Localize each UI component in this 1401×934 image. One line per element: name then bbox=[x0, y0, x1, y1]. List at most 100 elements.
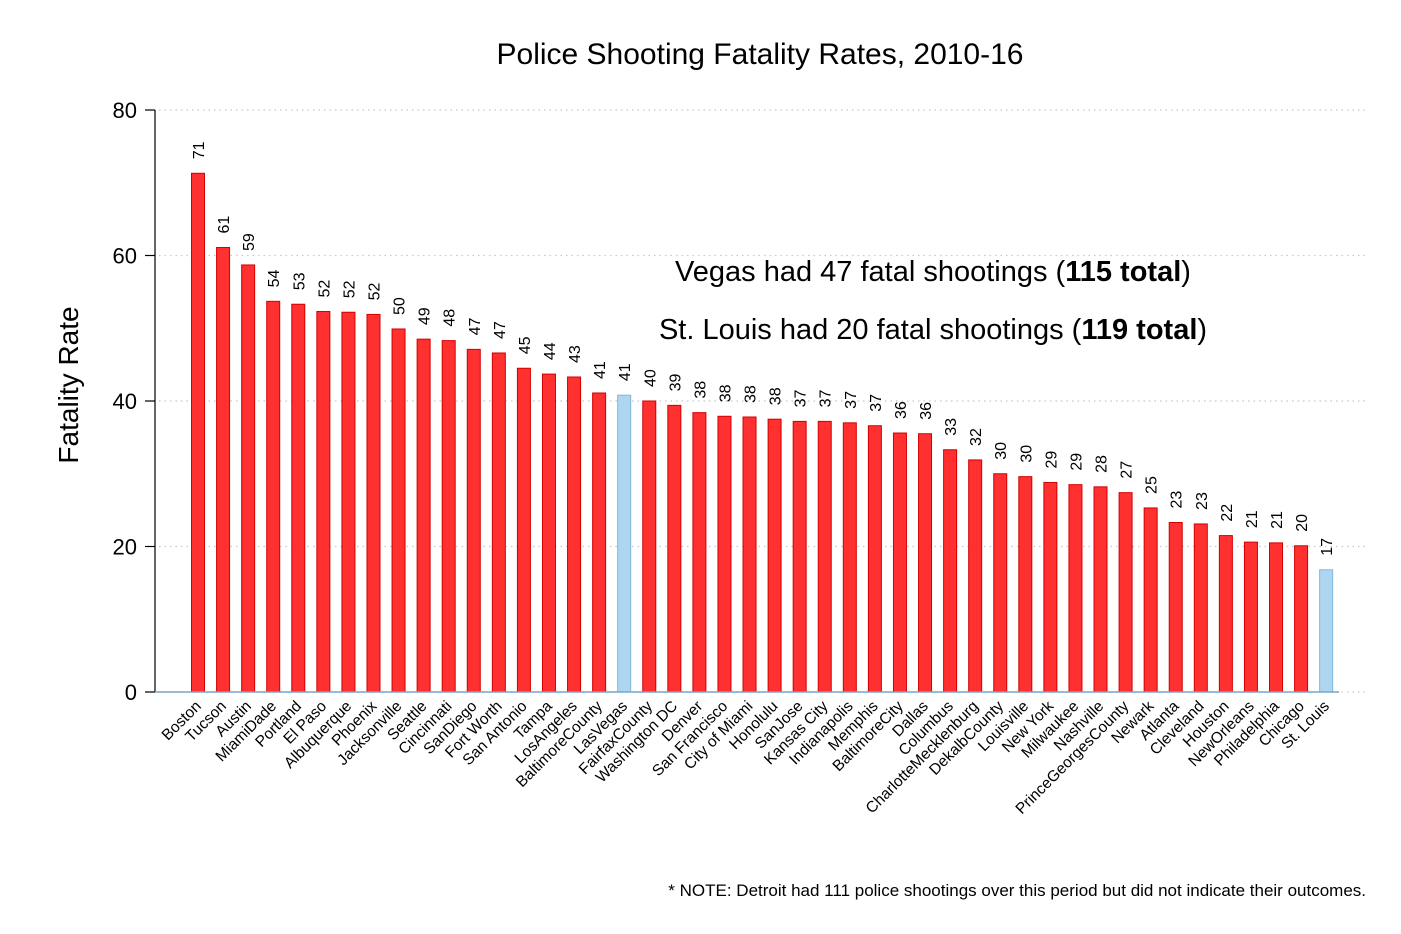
data-label: 33 bbox=[943, 418, 960, 436]
data-label: 22 bbox=[1219, 504, 1236, 522]
bar bbox=[1193, 523, 1208, 693]
data-label: 43 bbox=[567, 345, 584, 363]
bar bbox=[516, 367, 531, 693]
data-label: 41 bbox=[592, 361, 609, 379]
bar bbox=[391, 328, 406, 693]
bar bbox=[241, 264, 256, 693]
data-label: 25 bbox=[1144, 476, 1161, 494]
data-label: 20 bbox=[1294, 514, 1311, 532]
data-label: 37 bbox=[868, 394, 885, 412]
bar bbox=[993, 473, 1008, 693]
y-axis: 0 20 40 60 80 bbox=[113, 98, 156, 705]
data-label: 23 bbox=[1194, 492, 1211, 510]
bar bbox=[541, 373, 556, 693]
bar bbox=[692, 412, 707, 693]
data-label: 30 bbox=[1018, 445, 1035, 463]
data-label: 50 bbox=[392, 297, 409, 315]
bars bbox=[191, 172, 1334, 693]
data-label: 21 bbox=[1269, 511, 1286, 529]
bar bbox=[1218, 535, 1233, 693]
data-label: 37 bbox=[843, 391, 860, 409]
bar bbox=[817, 420, 832, 693]
bar bbox=[491, 352, 506, 693]
bar bbox=[316, 311, 331, 693]
bar bbox=[742, 416, 757, 693]
data-label: 48 bbox=[442, 309, 459, 327]
bar bbox=[216, 246, 231, 693]
data-label: 17 bbox=[1319, 538, 1336, 556]
bar bbox=[892, 432, 907, 693]
data-label: 29 bbox=[1043, 451, 1060, 469]
bar bbox=[1118, 492, 1133, 693]
bar bbox=[1018, 476, 1033, 693]
data-label: 23 bbox=[1169, 491, 1186, 509]
bar bbox=[867, 425, 882, 693]
bar bbox=[567, 376, 582, 693]
data-label: 30 bbox=[993, 442, 1010, 460]
bar bbox=[1168, 521, 1183, 693]
data-label: 44 bbox=[542, 342, 559, 360]
bar bbox=[441, 340, 456, 693]
data-label: 38 bbox=[743, 385, 760, 403]
data-label: 32 bbox=[968, 428, 985, 446]
data-label: 53 bbox=[291, 272, 308, 290]
bar bbox=[266, 300, 281, 693]
bar bbox=[592, 392, 607, 693]
bar bbox=[291, 303, 306, 693]
annotation-vegas: Vegas had 47 fatal shootings (115 total) bbox=[675, 256, 1191, 288]
gridlines bbox=[159, 109, 1368, 693]
data-label: 21 bbox=[1244, 510, 1261, 528]
data-label: 71 bbox=[191, 141, 208, 159]
bar bbox=[842, 422, 857, 693]
y-tick-label: 20 bbox=[113, 535, 137, 560]
bar bbox=[767, 418, 782, 693]
data-label: 47 bbox=[492, 321, 509, 339]
bar bbox=[1269, 542, 1284, 693]
y-tick-label: 60 bbox=[113, 244, 137, 269]
data-label: 37 bbox=[793, 389, 810, 407]
bar bbox=[466, 348, 481, 693]
data-label: 36 bbox=[893, 401, 910, 419]
data-label: 28 bbox=[1094, 455, 1111, 473]
bar bbox=[792, 420, 807, 693]
bar bbox=[191, 172, 205, 693]
data-label: 59 bbox=[241, 233, 258, 251]
data-label: 61 bbox=[216, 216, 233, 234]
data-label: 52 bbox=[341, 280, 358, 298]
data-label: 49 bbox=[417, 307, 434, 325]
bar bbox=[717, 415, 732, 693]
bar bbox=[1043, 481, 1058, 693]
data-label: 36 bbox=[918, 402, 935, 420]
chart-title: Police Shooting Fatality Rates, 2010-16 bbox=[497, 38, 1024, 71]
bar bbox=[1068, 484, 1083, 693]
bar bbox=[341, 311, 356, 693]
data-label: 40 bbox=[642, 369, 659, 387]
bar bbox=[642, 400, 657, 693]
bar bbox=[943, 449, 958, 693]
data-labels: 71 61 59 54 53 52 52 52 50 49 48 47 47 45 44 43 41 41 40 39… bbox=[191, 141, 1336, 555]
data-label: 39 bbox=[667, 373, 684, 391]
bar bbox=[1319, 569, 1334, 693]
data-label: 41 bbox=[617, 363, 634, 381]
data-label: 54 bbox=[266, 269, 283, 287]
data-label: 38 bbox=[692, 381, 709, 399]
data-label: 37 bbox=[818, 389, 835, 407]
bar bbox=[366, 313, 381, 693]
data-label: 29 bbox=[1068, 453, 1085, 471]
bar bbox=[617, 394, 632, 693]
bar bbox=[918, 433, 933, 693]
data-label: 27 bbox=[1119, 461, 1136, 479]
bar bbox=[416, 338, 431, 693]
y-tick-label: 0 bbox=[125, 680, 137, 705]
data-label: 45 bbox=[517, 336, 534, 354]
data-label: 52 bbox=[366, 283, 383, 301]
data-label: 38 bbox=[717, 384, 734, 402]
annotation-st-louis: St. Louis had 20 fatal shootings (119 to… bbox=[659, 314, 1207, 346]
bar bbox=[1243, 541, 1258, 693]
data-label: 47 bbox=[467, 317, 484, 335]
y-axis-label: Fatality Rate bbox=[53, 306, 84, 463]
data-label: 52 bbox=[316, 280, 333, 298]
y-tick-label: 80 bbox=[113, 98, 137, 123]
